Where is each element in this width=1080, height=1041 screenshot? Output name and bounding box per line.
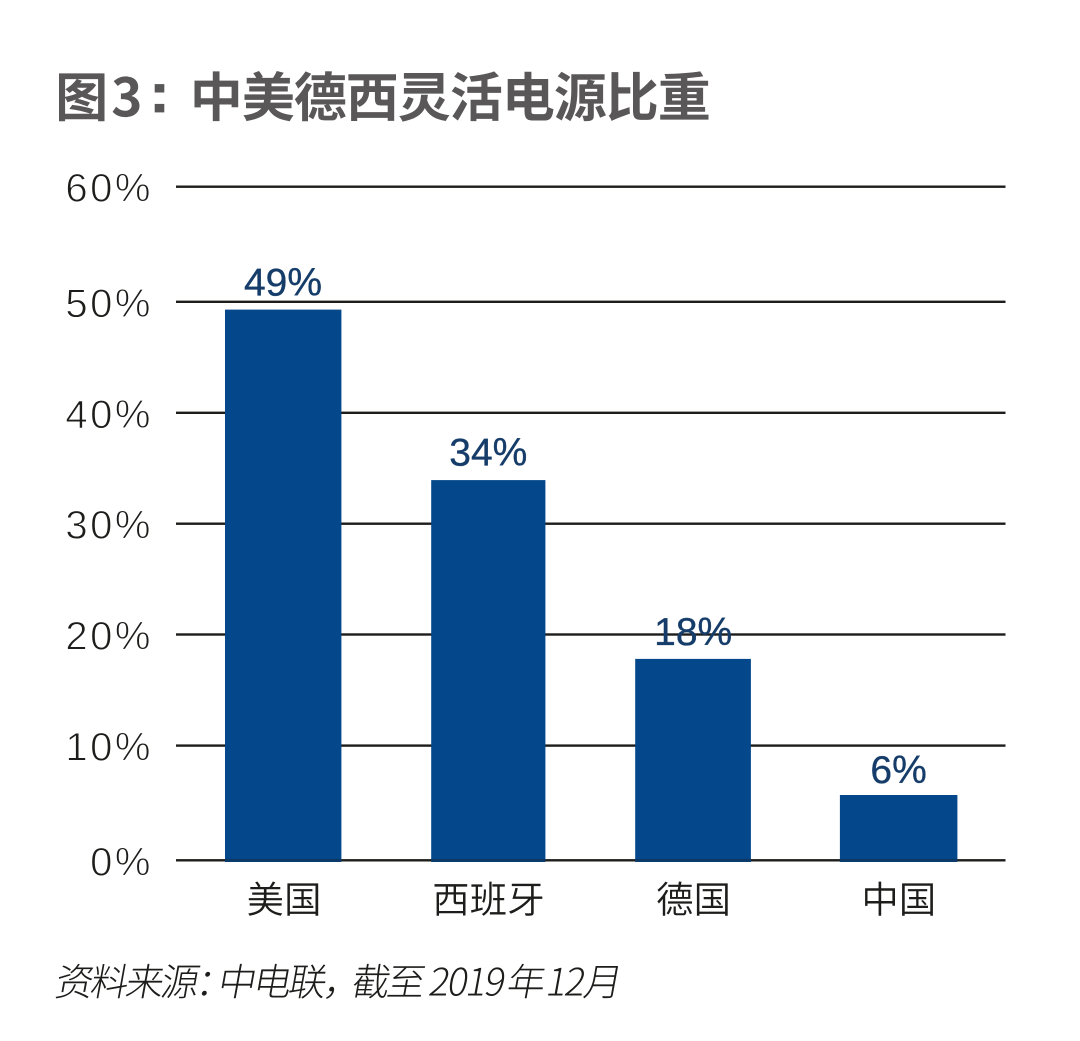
svg-text:18%: 18% <box>654 611 732 654</box>
svg-text:30%: 30% <box>65 504 153 548</box>
svg-text:50%: 50% <box>65 282 153 326</box>
svg-text:34%: 34% <box>449 432 527 475</box>
svg-text:10%: 10% <box>65 726 153 770</box>
svg-text:0%: 0% <box>90 840 153 884</box>
svg-text:49%: 49% <box>244 261 322 304</box>
svg-text:60%: 60% <box>65 167 153 211</box>
svg-text:20%: 20% <box>65 615 153 659</box>
svg-text:6%: 6% <box>870 749 926 792</box>
svg-text:40%: 40% <box>65 393 153 437</box>
